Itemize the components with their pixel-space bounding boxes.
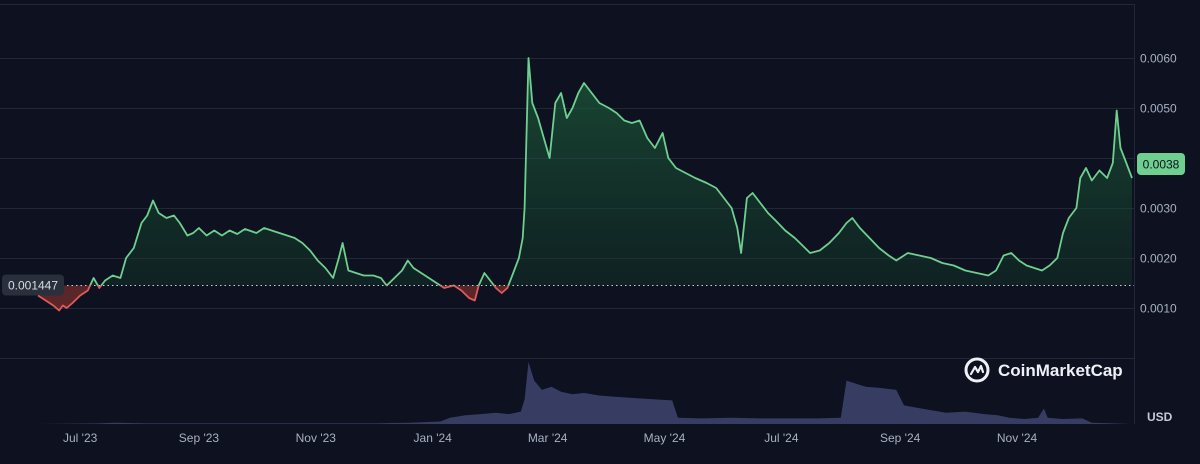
baseline-label: 0.001447: [8, 279, 58, 293]
watermark-text: CoinMarketCap: [998, 361, 1123, 380]
x-tick-label-2: Nov '23: [296, 431, 337, 445]
currency-label: USD: [1147, 410, 1173, 424]
volume-series: [38, 362, 1132, 424]
y-tick-label-1: 0.0020: [1140, 252, 1177, 266]
x-tick-label-7: Sep '24: [880, 431, 921, 445]
price-line-above-baseline: [89, 57, 1133, 286]
y-tick-label-5: 0.0060: [1140, 52, 1177, 66]
y-axis-labels: 0.0010 0.0020 0.0030 0.0050 0.0060: [1140, 52, 1177, 316]
y-tick-label-4: 0.0050: [1140, 102, 1177, 116]
last-price-label: 0.0038: [1143, 158, 1180, 172]
price-area-above-baseline: [38, 58, 1132, 286]
x-tick-label-5: May '24: [644, 431, 686, 445]
coinmarketcap-logo-icon: [964, 357, 990, 383]
baseline-marker: 0.001447: [2, 274, 1134, 296]
baseline-label-bg: [2, 274, 64, 296]
last-price-tag-bg: [1137, 153, 1185, 175]
volume-area: [38, 362, 1132, 424]
price-areas: [38, 58, 1132, 311]
x-tick-label-8: Nov '24: [997, 431, 1038, 445]
price-lines: [37, 57, 1133, 312]
x-tick-label-3: Jan '24: [414, 431, 453, 445]
x-tick-label-4: Mar '24: [528, 431, 568, 445]
watermark: CoinMarketCap: [964, 357, 1123, 383]
x-axis-labels: Jul '23 Sep '23 Nov '23 Jan '24 Mar '24 May '…: [63, 431, 1038, 445]
y-tick-label-2: 0.0030: [1140, 202, 1177, 216]
x-tick-label-6: Jul '24: [764, 431, 799, 445]
y-tick-label-0: 0.0010: [1140, 302, 1177, 316]
x-tick-label-1: Sep '23: [179, 431, 220, 445]
x-tick-label-0: Jul '23: [63, 431, 98, 445]
last-price-tag: 0.0038: [1137, 153, 1185, 175]
